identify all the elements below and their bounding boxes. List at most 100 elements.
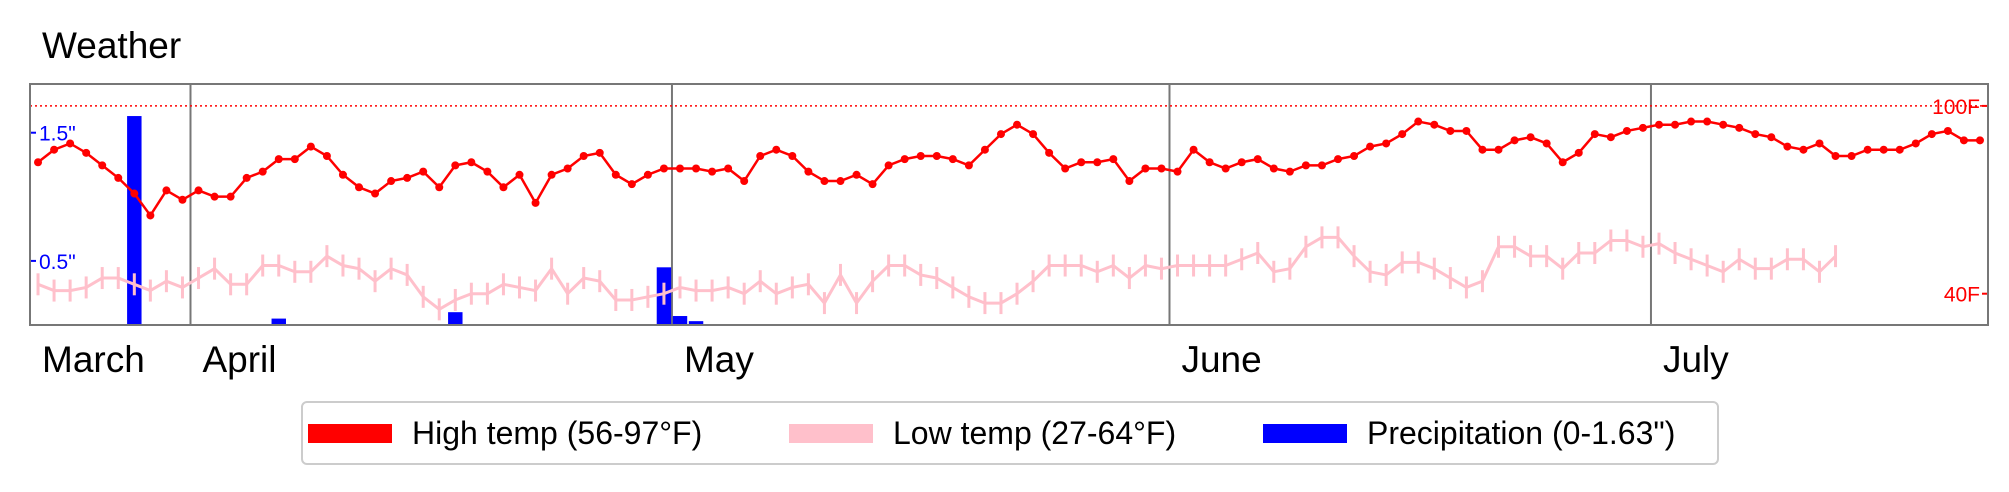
high-temp-point — [258, 167, 267, 176]
high-temp-point — [1446, 126, 1455, 135]
high-temp-point — [724, 164, 733, 173]
high-temp-point — [1109, 155, 1118, 164]
high-temp-point — [1606, 133, 1615, 142]
legend-label: Low temp (27-64°F) — [893, 415, 1176, 451]
high-temp-point — [1382, 139, 1391, 148]
high-temp-point — [1430, 120, 1439, 129]
high-temp-point — [1414, 117, 1423, 126]
high-temp-point — [1767, 133, 1776, 142]
high-temp-point — [948, 155, 957, 164]
high-temp-point — [114, 173, 123, 182]
high-temp-point — [162, 186, 171, 195]
high-temp-point — [788, 151, 797, 160]
high-temp-point — [467, 158, 476, 167]
high-temp-point — [1253, 155, 1262, 164]
high-temp-point — [1831, 151, 1840, 160]
high-temp-point — [1975, 136, 1984, 145]
high-temp-point — [804, 167, 813, 176]
high-temp-point — [1398, 130, 1407, 139]
high-temp-point — [692, 164, 701, 173]
high-temp-point — [242, 173, 251, 182]
high-temp-point — [194, 186, 203, 195]
high-temp-point — [708, 167, 717, 176]
high-temp-point — [980, 145, 989, 154]
high-temp-point — [675, 164, 684, 173]
high-temp-point — [579, 151, 588, 160]
high-temp-point — [772, 145, 781, 154]
high-temp-point — [1221, 164, 1230, 173]
high-temp-point — [1911, 139, 1920, 148]
high-temp-point — [1157, 164, 1166, 173]
legend-swatch — [789, 424, 873, 443]
axis-ticks: 100F 40F 1.5" 0.5" — [30, 96, 1988, 307]
high-temp-point — [419, 167, 428, 176]
high-temp-point — [483, 167, 492, 176]
month-labels: March April May June July — [42, 339, 1729, 380]
high-temp-point — [355, 183, 364, 192]
high-temp-point — [900, 155, 909, 164]
temp-tick-label: 40F — [1944, 284, 1980, 307]
high-temp-point — [338, 170, 347, 179]
high-temp-point — [820, 177, 829, 186]
legend-swatch — [1263, 424, 1347, 443]
high-temp-point — [1542, 139, 1551, 148]
high-temp-point — [1879, 145, 1888, 154]
high-temp-point — [836, 177, 845, 186]
low-temp-series — [36, 226, 1838, 321]
high-temp-point — [1173, 167, 1182, 176]
high-temp-point — [1622, 126, 1631, 135]
high-temp-point — [1847, 151, 1856, 160]
precip-bar — [271, 318, 286, 325]
high-temp-point — [1558, 158, 1567, 167]
high-temp-point — [1510, 136, 1519, 145]
high-temp-point — [274, 155, 283, 164]
month-label: March — [42, 339, 145, 380]
high-temp-point — [563, 164, 572, 173]
high-temp-point — [387, 177, 396, 186]
high-temp-series — [34, 117, 1984, 220]
high-temp-point — [1735, 123, 1744, 132]
high-temp-point — [740, 177, 749, 186]
high-temp-point — [1285, 167, 1294, 176]
legend: High temp (56-97°F) Low temp (27-64°F) Pre… — [301, 401, 1719, 465]
high-temp-point — [371, 189, 380, 198]
high-temp-point — [98, 161, 107, 170]
high-temp-point — [1045, 148, 1054, 157]
precip-tick-label: 1.5" — [39, 123, 76, 146]
high-temp-point — [1799, 145, 1808, 154]
high-temp-point — [146, 211, 155, 220]
high-temp-point — [884, 161, 893, 170]
high-temp-point — [996, 130, 1005, 139]
precip-bar — [448, 312, 463, 325]
high-temp-point — [1462, 126, 1471, 135]
high-temp-point — [1863, 145, 1872, 154]
high-temp-point — [1526, 133, 1535, 142]
high-temp-point — [1366, 142, 1375, 151]
precip-bar — [127, 116, 142, 325]
high-temp-point — [1141, 164, 1150, 173]
high-temp-point — [1237, 158, 1246, 167]
high-temp-point — [403, 173, 412, 182]
high-temp-point — [451, 161, 460, 170]
high-temp-point — [1350, 151, 1359, 160]
high-temp-point — [916, 151, 925, 160]
plot-frame — [29, 83, 1989, 326]
legend-box — [301, 401, 1719, 465]
high-temp-point — [1093, 158, 1102, 167]
high-temp-point — [547, 170, 556, 179]
legend-swatch — [308, 424, 392, 443]
high-temp-point — [964, 161, 973, 170]
high-temp-point — [1205, 158, 1214, 167]
month-label: April — [202, 339, 276, 380]
precip-tick-label: 0.5" — [39, 251, 76, 274]
high-temp-point — [932, 151, 941, 160]
high-temp-point — [1189, 145, 1198, 154]
high-temp-point — [322, 151, 331, 160]
high-temp-point — [1687, 117, 1696, 126]
high-temp-point — [1494, 145, 1503, 154]
high-temp-point — [643, 170, 652, 179]
high-temp-point — [290, 155, 299, 164]
month-label: July — [1663, 339, 1729, 380]
high-temp-point — [82, 148, 91, 157]
